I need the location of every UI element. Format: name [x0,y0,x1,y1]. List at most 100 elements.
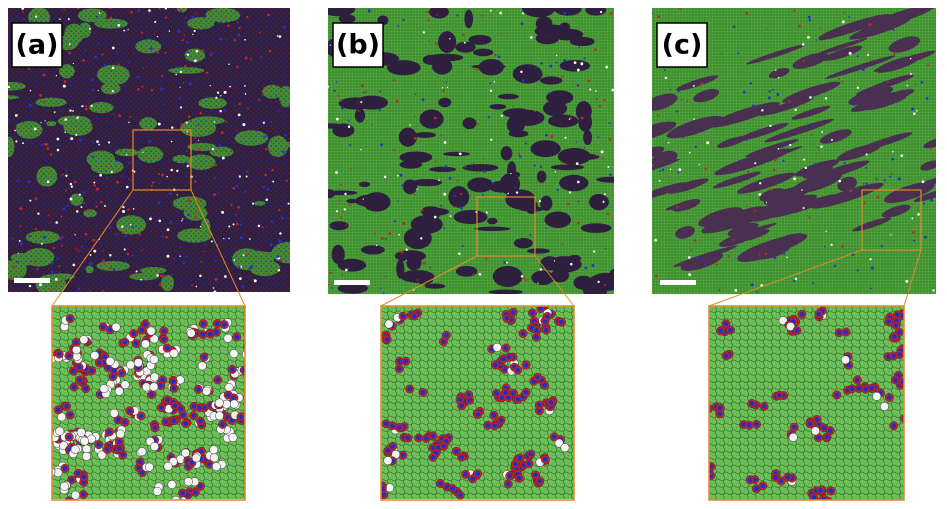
particle [55,284,57,286]
domain [354,194,388,208]
particle [194,136,197,139]
particle [109,408,119,418]
particle [223,238,227,241]
particle [87,131,89,133]
particle [133,358,143,368]
particle [158,219,162,223]
particle [883,179,886,182]
particle [131,225,134,229]
particle [360,148,362,151]
particle [852,103,855,107]
particle-core [110,374,116,379]
particle [270,121,273,123]
particle [821,131,824,133]
particle [378,109,381,112]
particle [383,456,393,466]
particle [441,87,444,89]
particle [161,74,164,78]
particle [150,442,159,452]
particle [61,173,64,176]
particle [66,204,69,207]
particle-core [814,417,820,422]
particle [176,194,178,196]
particle-core [536,408,542,414]
particle-core [824,434,830,440]
particle-core [475,412,481,417]
particle [115,159,119,163]
particle [152,486,162,496]
particle-core [384,337,390,342]
particle [788,100,791,103]
particle [349,144,352,147]
particle [335,117,339,121]
particle [146,326,156,336]
particle [28,103,32,107]
particle-core [855,377,860,383]
particle-core [441,339,446,345]
particle [128,178,131,181]
particle [187,213,190,216]
particle [106,177,109,180]
particle-core [66,498,72,500]
particle [732,238,735,241]
particle [357,109,360,112]
particle [257,224,261,228]
particle [70,445,80,454]
domain [396,259,405,279]
particle [199,199,203,202]
particle [490,138,493,141]
particle-core [491,412,497,418]
particle [109,254,112,257]
particle-core [164,345,170,351]
particle [577,200,580,203]
particle [210,240,213,243]
particle [235,222,239,226]
particle [434,160,437,162]
particle [279,232,282,235]
particle [538,200,542,203]
particle [204,49,207,52]
particle [65,169,68,172]
particle [179,10,183,13]
particle [598,105,602,108]
domain [547,114,579,128]
particle-core [906,425,911,430]
particle [60,174,62,177]
domain [596,176,614,183]
particle [49,289,53,292]
particle [124,234,128,237]
particle [171,126,174,129]
particle [84,107,88,111]
domain [358,181,371,188]
domain [819,129,852,144]
particle [188,82,192,86]
domain [559,174,589,192]
particle-core [430,454,436,460]
particle [861,68,865,72]
particle [109,226,112,230]
particle [150,372,160,382]
particle-core [494,390,499,396]
particle-core [507,473,513,479]
particle [539,268,542,271]
particle [658,179,661,182]
particle [72,263,76,267]
particle [138,167,140,169]
particle [709,403,713,413]
particle [692,84,695,87]
particle [589,88,592,91]
particle-core [139,327,145,333]
particle [110,170,113,173]
particle-core [83,386,89,392]
particle [163,461,173,471]
particle [74,180,77,184]
domain [468,34,492,45]
particle [28,284,32,288]
particle [489,9,492,12]
particle [472,162,475,164]
particle [154,20,157,23]
particle-core [485,422,491,428]
particle-core [215,377,221,383]
particle [228,63,230,65]
particle [436,14,438,16]
